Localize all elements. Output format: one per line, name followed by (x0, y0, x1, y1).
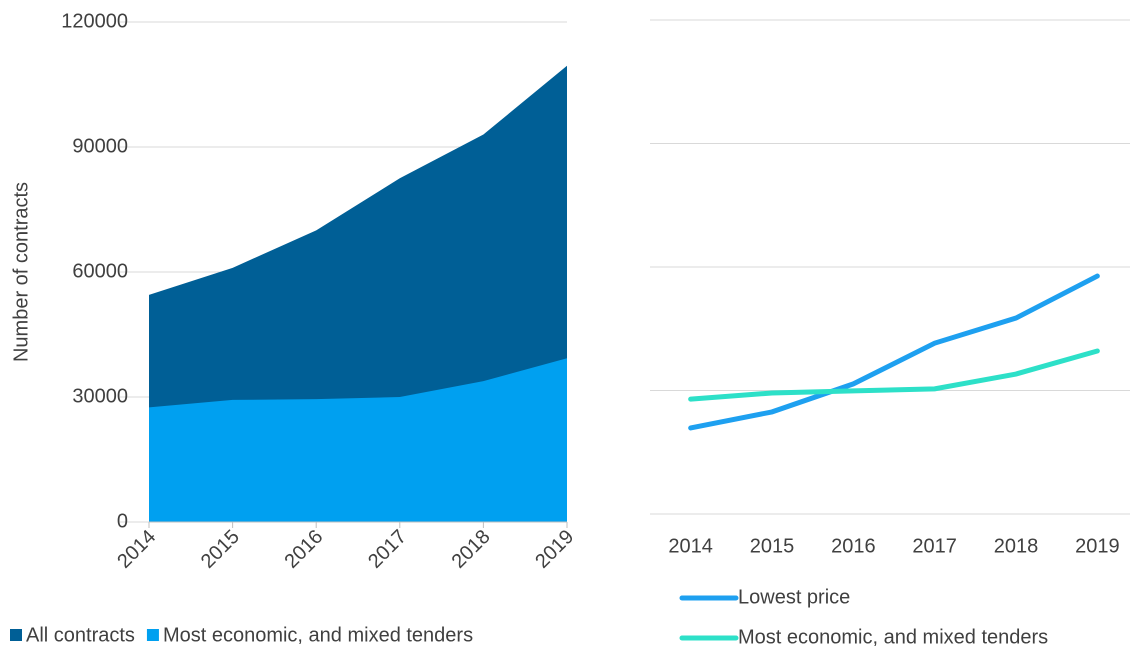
x-tick-label: 2016 (831, 535, 876, 557)
x-tick-label: 2014 (113, 526, 160, 573)
x-tick-label: 2018 (994, 535, 1039, 557)
legend-swatch (10, 629, 22, 641)
y-tick-label: 90000 (72, 135, 128, 157)
area (149, 358, 567, 522)
y-axis-label: Number of contracts (10, 182, 32, 362)
x-tick-label: 2014 (668, 535, 713, 557)
x-tick-label: 2015 (197, 526, 244, 573)
legend-label: Lowest price (738, 586, 850, 608)
legend-label: All contracts (26, 624, 135, 646)
x-tick-label: 2017 (912, 535, 957, 557)
legend-label: Most economic, and mixed tenders (163, 624, 473, 646)
legend-swatch (146, 629, 159, 641)
x-tick-label: 2015 (750, 535, 795, 557)
legend-label: Most economic, and mixed tenders (738, 626, 1048, 648)
x-tick-label: 2016 (280, 526, 327, 573)
x-tick-label: 2019 (1075, 535, 1120, 557)
y-tick-label: 120000 (61, 10, 128, 32)
line (688, 348, 1100, 402)
line (688, 273, 1100, 431)
y-tick-label: 0 (117, 510, 128, 532)
x-tick-label: 2019 (531, 526, 578, 573)
y-tick-label: 30000 (72, 385, 128, 407)
x-tick-label: 2018 (448, 526, 495, 573)
x-tick-label: 2017 (364, 526, 411, 573)
y-tick-label: 60000 (72, 260, 128, 282)
